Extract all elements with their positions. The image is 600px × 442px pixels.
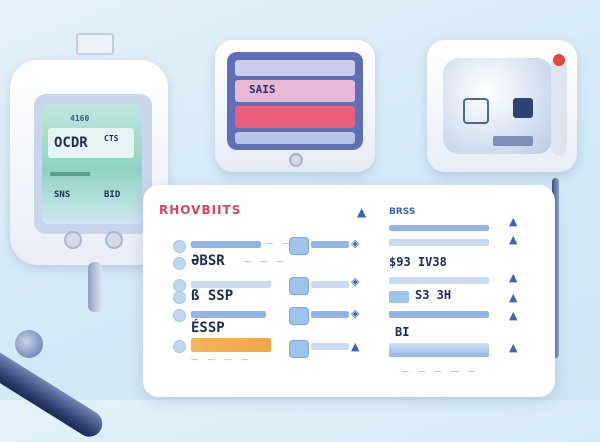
- right-device: [427, 40, 577, 172]
- row-label-3: ÉSSP: [191, 320, 225, 336]
- left-screen-top-label: 4160: [70, 114, 90, 123]
- left-screen-panel: [48, 128, 134, 158]
- red-indicator-light: [553, 54, 565, 66]
- row-dot[interactable]: [173, 257, 186, 270]
- middle-screen-band-top: [235, 60, 355, 76]
- row-bar: [191, 311, 266, 318]
- pen: [0, 340, 108, 442]
- row-dot[interactable]: [173, 340, 186, 353]
- middle-knob[interactable]: [289, 153, 303, 167]
- footer-dash: — — — — —: [401, 367, 479, 376]
- warning-icon: ▲: [357, 205, 367, 219]
- alert-icon: ▲: [509, 215, 518, 228]
- chart-icon[interactable]: [289, 340, 309, 358]
- row-dash: — —: [265, 239, 293, 248]
- row-bar: [389, 277, 489, 284]
- row-bar: [191, 241, 261, 248]
- row-bar: [311, 311, 349, 318]
- left-screen-readout-lower: SNS: [54, 190, 71, 200]
- data-panel: RHOVBIITS ▲ BRSS — — ƏBSR — — — ß SSP ÉS…: [143, 185, 555, 397]
- row-dot[interactable]: [173, 291, 186, 304]
- thermometer: [552, 178, 559, 358]
- middle-screen-band-pink: [235, 80, 355, 102]
- left-screen-line: [50, 172, 90, 176]
- middle-screen-band-red: [235, 106, 355, 128]
- row-value-2: S3 3H: [415, 288, 452, 302]
- info-icon: ◈: [351, 237, 360, 250]
- left-knob[interactable]: [64, 231, 82, 249]
- alert-icon: ▲: [509, 291, 518, 304]
- pen-tip: [15, 330, 43, 358]
- row-value-3: BI: [395, 325, 410, 339]
- dome-frame: [463, 98, 489, 124]
- row-bar: [311, 281, 349, 288]
- row-dot[interactable]: [173, 240, 186, 253]
- chart-icon[interactable]: [289, 237, 309, 255]
- value-bar: [389, 343, 489, 357]
- dome-square: [513, 98, 533, 118]
- left-monitor-screen: 4160 OCDR CTS SNS BID: [42, 104, 142, 224]
- info-icon: ◈: [351, 275, 360, 288]
- monitor-probe: [88, 262, 102, 312]
- alert-icon: ▲: [509, 271, 518, 284]
- panel-title: RHOVBIITS: [159, 203, 242, 217]
- row-bar: [191, 281, 271, 288]
- left-monitor: 4160 OCDR CTS SNS BID: [10, 60, 168, 265]
- left-screen-readout-lower-right: BID: [104, 190, 121, 200]
- right-device-slot: [551, 56, 567, 156]
- left-screen-readout-main: OCDR: [54, 135, 88, 151]
- orange-bar: [191, 338, 271, 352]
- value-chip: [389, 291, 409, 303]
- right-knob[interactable]: [105, 231, 123, 249]
- panel-col2-header: BRSS: [389, 207, 416, 217]
- alert-icon: ▲: [509, 309, 518, 322]
- dome-bar: [493, 136, 533, 146]
- row-dash: — — — —: [191, 355, 252, 364]
- middle-screen-readout: SAIS: [249, 83, 276, 96]
- info-icon: ◈: [351, 307, 360, 320]
- middle-monitor-screen: SAIS: [227, 52, 363, 150]
- row-dot[interactable]: [173, 309, 186, 322]
- row-label-1: ƏBSR: [191, 253, 225, 269]
- middle-monitor: SAIS: [215, 40, 375, 172]
- row-bar: [389, 225, 489, 231]
- alert-icon: ▲: [509, 233, 518, 246]
- row-dash: — — —: [243, 257, 288, 266]
- monitor-cap: [76, 33, 114, 55]
- row-bar: [311, 343, 349, 350]
- triangle-icon: ▲: [351, 340, 360, 353]
- chart-icon[interactable]: [289, 307, 309, 325]
- triangle-icon: ▲: [509, 341, 518, 354]
- row-bar: [389, 239, 489, 246]
- row-value-1: $93 IV38: [389, 255, 447, 269]
- row-bar: [389, 311, 489, 318]
- row-label-2: ß SSP: [191, 288, 234, 304]
- middle-screen-band-bottom: [235, 132, 355, 144]
- right-device-dome: [443, 58, 553, 154]
- row-bar: [311, 241, 349, 248]
- left-screen-readout-side: CTS: [104, 134, 119, 143]
- chart-icon[interactable]: [289, 277, 309, 295]
